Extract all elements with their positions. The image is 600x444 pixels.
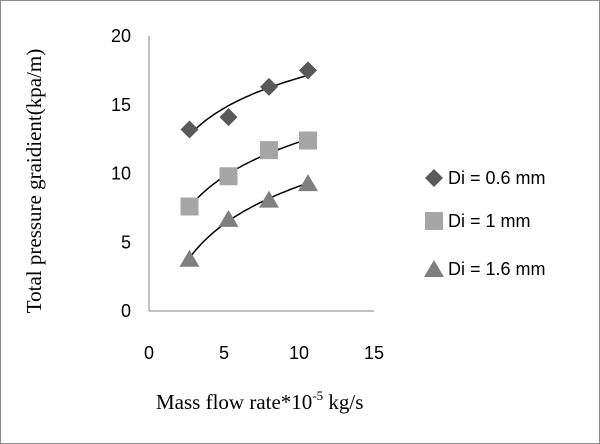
- legend-label-2: Di = 1 mm: [448, 211, 531, 231]
- x-axis-title: Mass flow rate*10-5 kg/s: [156, 388, 363, 414]
- y-axis-title: Total pressure graidient(kpa/m): [22, 49, 46, 313]
- data-point-series-2: [299, 131, 317, 150]
- x-tick-label: 10: [289, 343, 309, 363]
- trendline-series-3: [188, 182, 309, 259]
- trendline-series-1: [188, 74, 309, 136]
- data-point-series-2: [260, 141, 278, 160]
- y-tick-label: 20: [111, 26, 131, 46]
- x-tick-label: 5: [219, 343, 229, 363]
- trendline-series-2: [188, 138, 309, 208]
- y-tick-label: 10: [111, 164, 131, 184]
- tick-labels: 0 5 10 15 20 0 5 10 15: [111, 26, 384, 363]
- x-axis-title-unit: kg/s: [323, 390, 363, 414]
- data-point-series-1: [299, 61, 317, 80]
- x-tick-label: 15: [364, 343, 384, 363]
- legend: Di = 0.6 mm Di = 1 mm Di = 1.6 mm: [424, 168, 546, 279]
- legend-marker-1: [425, 169, 443, 187]
- x-axis-title-main: Mass flow rate*10: [156, 390, 312, 414]
- axes: [148, 36, 374, 312]
- data-point-series-2: [219, 167, 238, 186]
- data-point-series-1: [260, 77, 278, 96]
- data-point-series-1: [180, 120, 199, 139]
- y-tick-label: 15: [111, 95, 131, 115]
- data-point-series-3: [259, 190, 279, 208]
- data-point-series-3: [179, 249, 200, 267]
- data-point-series-2: [180, 197, 199, 216]
- data-point-series-1: [219, 108, 238, 127]
- legend-label-1: Di = 0.6 mm: [448, 168, 546, 188]
- data-point-series-3: [218, 209, 239, 227]
- legend-marker-2: [425, 212, 443, 230]
- trendlines: [188, 74, 309, 259]
- y-tick-label: 5: [121, 232, 131, 252]
- x-tick-label: 0: [144, 343, 154, 363]
- data-markers: [179, 61, 318, 267]
- y-tick-label: 0: [121, 301, 131, 321]
- x-axis-title-exponent: -5: [312, 388, 323, 403]
- legend-marker-3: [424, 260, 444, 277]
- data-point-series-3: [298, 174, 318, 192]
- legend-label-3: Di = 1.6 mm: [448, 259, 546, 279]
